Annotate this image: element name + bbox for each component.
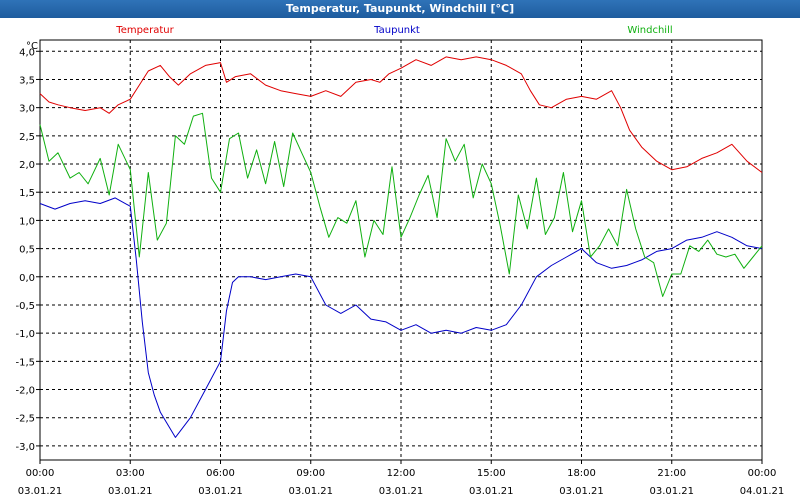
- legend-entry-temperatur: Temperatur: [115, 25, 174, 36]
- legend-entry-windchill: Windchill: [627, 25, 672, 36]
- y-tick-label: 2,5: [19, 132, 35, 143]
- legend-entry-taupunkt: Taupunkt: [373, 25, 420, 36]
- series-line-temperatur: [39, 56, 763, 173]
- x-tick-time-label: 21:00: [657, 468, 686, 479]
- y-tick-label: -0,5: [15, 301, 35, 312]
- x-tick-time-label: 00:00: [748, 468, 777, 479]
- x-tick-date-label: 04.01.21: [740, 486, 785, 497]
- x-tick-time-label: 15:00: [477, 468, 506, 479]
- y-tick-label: 1,5: [19, 188, 35, 199]
- y-tick-label: 1,0: [19, 216, 35, 227]
- x-tick-time-label: 18:00: [567, 468, 596, 479]
- y-tick-label: -2,0: [15, 386, 35, 397]
- x-tick-date-label: 03.01.21: [18, 486, 63, 497]
- y-tick-label: 2,0: [19, 160, 35, 171]
- y-tick-label: -2,5: [15, 414, 35, 425]
- x-tick-date-label: 03.01.21: [198, 486, 243, 497]
- x-tick-date-label: 03.01.21: [379, 486, 424, 497]
- y-tick-label: 3,0: [19, 104, 35, 115]
- y-tick-label: -1,5: [15, 357, 35, 368]
- y-tick-label: 3,5: [19, 75, 35, 86]
- x-tick-time-label: 09:00: [296, 468, 325, 479]
- x-tick-date-label: 03.01.21: [649, 486, 694, 497]
- x-tick-time-label: 12:00: [387, 468, 416, 479]
- y-tick-label: -3,0: [15, 442, 35, 453]
- x-tick-date-label: 03.01.21: [559, 486, 604, 497]
- y-tick-label: -1,0: [15, 329, 35, 340]
- chart-title: Temperatur, Taupunkt, Windchill [°C]: [0, 0, 800, 18]
- series-line-windchill: [39, 112, 763, 297]
- series-line-taupunkt: [39, 197, 763, 438]
- x-tick-date-label: 03.01.21: [469, 486, 514, 497]
- x-tick-time-label: 03:00: [116, 468, 145, 479]
- x-tick-time-label: 06:00: [206, 468, 235, 479]
- x-tick-time-label: 00:00: [26, 468, 55, 479]
- x-tick-date-label: 03.01.21: [108, 486, 153, 497]
- y-axis-label: °C: [26, 41, 38, 52]
- y-tick-label: 4,0: [19, 47, 35, 58]
- y-tick-label: 0,0: [19, 273, 35, 284]
- x-tick-date-label: 03.01.21: [288, 486, 333, 497]
- line-chart: 4,0 3,5 3,0 2,5 2,0 1,5 1,0 0,5 0,0 -0,5 -1,0 -1,5 -…: [15, 25, 785, 497]
- y-tick-label: 0,5: [19, 245, 35, 256]
